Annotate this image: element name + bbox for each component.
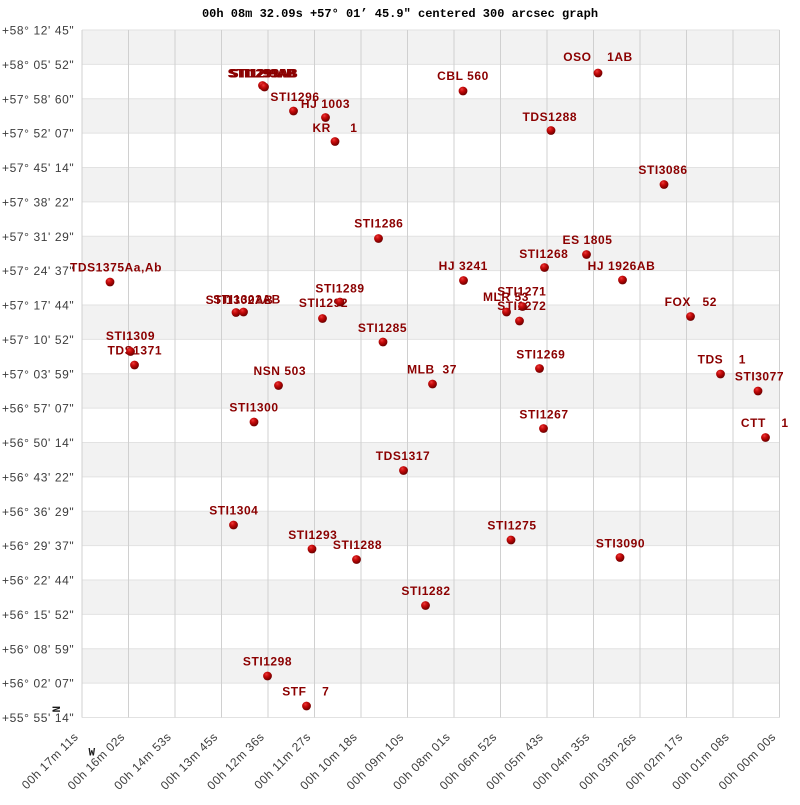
svg-text:STI1298: STI1298: [243, 655, 292, 669]
svg-text:+56° 57' 07": +56° 57' 07": [2, 402, 74, 416]
svg-text:+56° 02' 07": +56° 02' 07": [2, 677, 74, 691]
svg-text:HJ 1926AB: HJ 1926AB: [588, 259, 656, 273]
svg-text:OSO 1AB: OSO 1AB: [563, 50, 633, 64]
svg-text:TDS1288: TDS1288: [523, 110, 578, 124]
svg-text:TDS1375Aa,Ab: TDS1375Aa,Ab: [70, 261, 162, 275]
svg-text:+57° 38' 22": +57° 38' 22": [2, 195, 74, 209]
svg-text:+57° 10' 52": +57° 10' 52": [2, 333, 74, 347]
svg-text:HJ 3241: HJ 3241: [439, 259, 488, 273]
svg-text:STI1267: STI1267: [519, 408, 568, 422]
svg-text:+57° 45' 14": +57° 45' 14": [2, 161, 74, 175]
svg-text:+57° 17' 44": +57° 17' 44": [2, 299, 74, 313]
svg-text:STI1269: STI1269: [516, 348, 565, 362]
svg-text:+58° 12' 45": +58° 12' 45": [2, 24, 74, 38]
svg-text:CBL 560: CBL 560: [437, 69, 489, 83]
svg-text:MLR 53: MLR 53: [483, 290, 529, 304]
svg-text:W: W: [89, 748, 96, 760]
svg-text:STI1302AB: STI1302AB: [213, 293, 281, 307]
svg-text:+56° 15' 52": +56° 15' 52": [2, 608, 74, 622]
svg-text:STI1299AB: STI1299AB: [231, 67, 299, 81]
svg-text:STI1282: STI1282: [401, 584, 450, 598]
svg-text:STI1309: STI1309: [106, 329, 155, 343]
svg-text:TDS1317: TDS1317: [376, 449, 431, 463]
svg-text:+55° 55' 14": +55° 55' 14": [2, 711, 74, 725]
svg-text:STI1289: STI1289: [315, 282, 364, 296]
svg-text:+56° 36' 29": +56° 36' 29": [2, 505, 74, 519]
svg-text:STI3086: STI3086: [638, 163, 687, 177]
svg-text:HJ 1003: HJ 1003: [301, 97, 350, 111]
svg-text:+56° 43' 22": +56° 43' 22": [2, 470, 74, 484]
svg-text:+58° 05' 52": +58° 05' 52": [2, 58, 74, 72]
svg-text:STI1293: STI1293: [288, 528, 337, 542]
svg-text:+57° 24' 37": +57° 24' 37": [2, 264, 74, 278]
svg-text:CTT 1: CTT 1: [741, 416, 789, 430]
svg-text:N: N: [52, 706, 64, 713]
svg-text:STI3090: STI3090: [596, 537, 645, 551]
svg-text:STI1288: STI1288: [333, 538, 382, 552]
svg-text:STI1299AB: STI1299AB: [229, 67, 297, 81]
svg-text:+57° 58' 60": +57° 58' 60": [2, 92, 74, 106]
svg-text:STI1296: STI1296: [270, 90, 319, 104]
svg-text:KR 1: KR 1: [312, 121, 357, 135]
svg-text:STI1299AB: STI1299AB: [228, 67, 296, 81]
svg-text:STF 7: STF 7: [282, 685, 329, 699]
svg-text:TDS 1: TDS 1: [698, 353, 746, 367]
svg-text:+57° 31' 29": +57° 31' 29": [2, 230, 74, 244]
svg-text:STI1286: STI1286: [354, 217, 403, 231]
svg-text:STI1285: STI1285: [358, 321, 407, 335]
svg-text:STI1300: STI1300: [229, 401, 278, 415]
svg-text:STI1292: STI1292: [299, 296, 348, 310]
svg-text:FOX 52: FOX 52: [665, 295, 717, 309]
svg-text:00h 08m 32.09s +57° 01’ 45.9": 00h 08m 32.09s +57° 01’ 45.9" centered 3…: [202, 7, 598, 21]
svg-text:STI1275: STI1275: [487, 519, 536, 533]
svg-text:+56° 50' 14": +56° 50' 14": [2, 436, 74, 450]
svg-text:TDS1371: TDS1371: [108, 344, 163, 358]
svg-text:+56° 29' 37": +56° 29' 37": [2, 539, 74, 553]
svg-text:STI3077: STI3077: [735, 370, 784, 384]
svg-text:+56° 22' 44": +56° 22' 44": [2, 574, 74, 588]
svg-text:STI1268: STI1268: [519, 247, 568, 261]
svg-text:+57° 52' 07": +57° 52' 07": [2, 127, 74, 141]
svg-text:+57° 03' 59": +57° 03' 59": [2, 367, 74, 381]
svg-text:ES 1805: ES 1805: [563, 233, 613, 247]
svg-text:STI1271: STI1271: [497, 285, 546, 299]
svg-text:STI1304: STI1304: [209, 504, 258, 518]
svg-text:+56° 08' 59": +56° 08' 59": [2, 642, 74, 656]
svg-text:STI1302AB: STI1302AB: [206, 293, 274, 307]
svg-text:MLB 37: MLB 37: [407, 363, 457, 377]
svg-text:NSN 503: NSN 503: [254, 364, 307, 378]
